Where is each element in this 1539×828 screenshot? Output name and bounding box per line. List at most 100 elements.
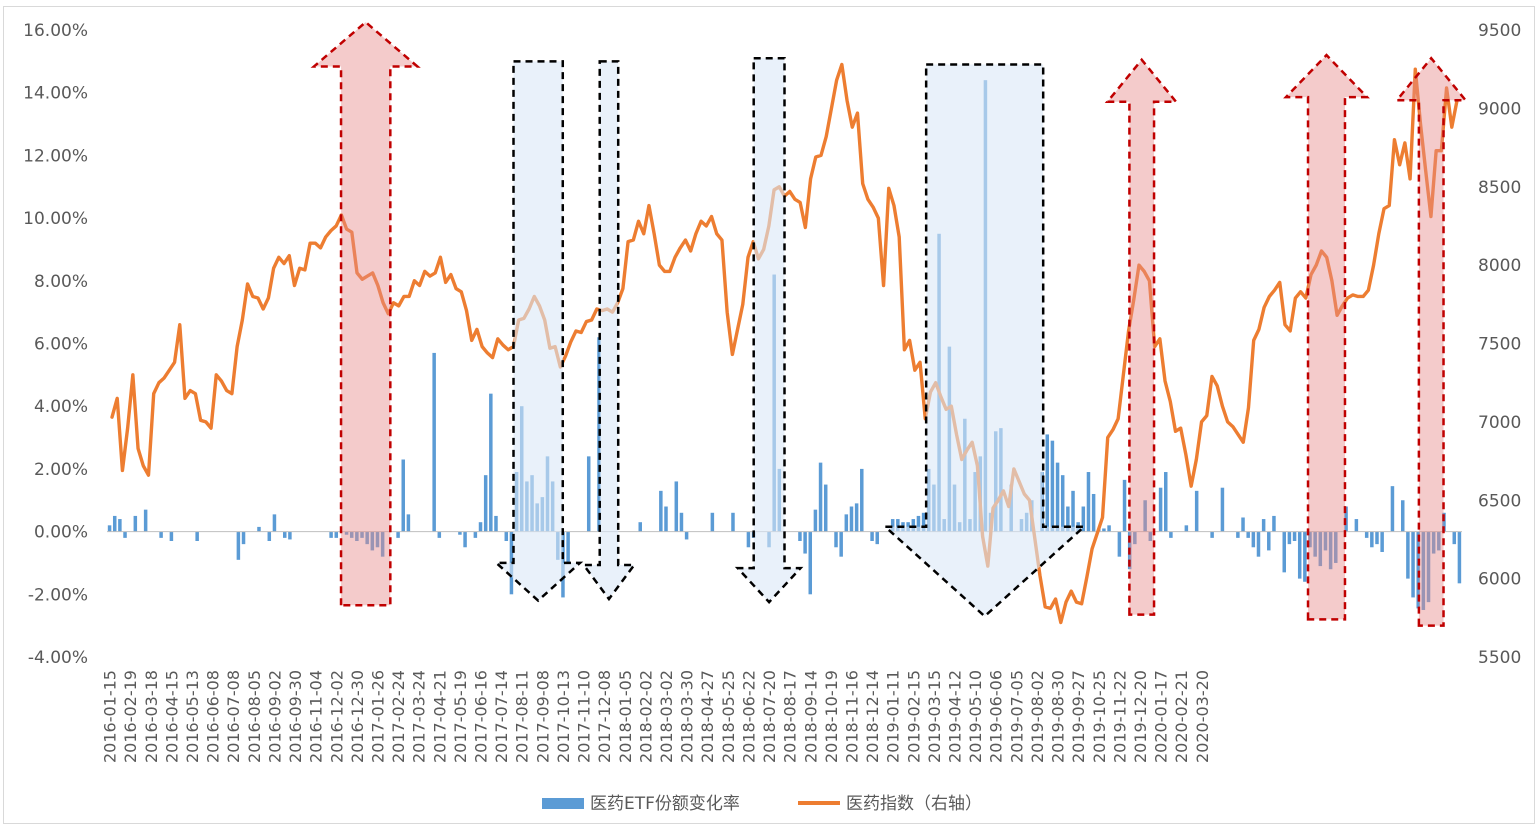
right-tick-label: 9500 (1478, 21, 1521, 41)
legend-bar-swatch (542, 798, 584, 809)
bar (849, 506, 854, 532)
x-tick-label: 2016-04-15 (162, 670, 181, 763)
bar (355, 531, 359, 541)
bar (1210, 531, 1214, 538)
x-tick-label: 2017-05-19 (451, 670, 470, 763)
bar (159, 531, 163, 538)
x-tick-label: 2016-05-13 (183, 670, 202, 763)
x-tick-label: 2018-01-05 (616, 670, 635, 763)
bar (365, 531, 369, 545)
bar (798, 531, 802, 541)
x-tick-label: 2019-06-06 (987, 670, 1006, 763)
left-tick-label: 6.00% (34, 335, 88, 355)
bar (1107, 525, 1111, 532)
bar (195, 531, 199, 541)
x-tick-label: 2019-03-15 (925, 670, 944, 763)
x-tick-label: 2019-02-15 (904, 670, 923, 763)
x-tick-label: 2018-11-16 (842, 670, 861, 763)
bar (1045, 434, 1049, 532)
bar (1328, 531, 1333, 570)
bar (1050, 440, 1055, 532)
bar (118, 519, 122, 532)
bar (437, 531, 442, 538)
bar (839, 531, 843, 557)
bar (283, 531, 287, 538)
bar (870, 531, 874, 541)
left-tick-label: 14.00% (23, 84, 88, 104)
bar (1261, 519, 1266, 532)
bar (1390, 486, 1395, 532)
bar (489, 393, 493, 532)
x-tick-label: 2018-12-14 (863, 670, 882, 763)
bar (1401, 500, 1405, 532)
x-tick-label: 2018-06-22 (739, 670, 758, 763)
bar (911, 519, 916, 532)
bar (808, 531, 813, 595)
bar (1184, 525, 1189, 532)
x-tick-label: 2016-02-19 (121, 670, 140, 763)
x-tick-label: 2017-07-14 (492, 670, 511, 763)
x-tick-label: 2018-08-17 (781, 670, 800, 763)
bar (406, 514, 411, 532)
bar (746, 531, 751, 548)
bar (133, 515, 138, 532)
left-tick-label: -2.00% (28, 585, 88, 605)
bar (1256, 531, 1261, 557)
bar (1169, 531, 1173, 538)
right-tick-label: 5500 (1478, 648, 1521, 668)
bar (1081, 506, 1086, 532)
right-tick-label: 9000 (1478, 99, 1521, 119)
x-tick-label: 2018-09-14 (801, 670, 820, 763)
bar (257, 526, 261, 532)
bar (1282, 531, 1286, 573)
x-tick-label: 2017-08-11 (513, 670, 532, 763)
left-tick-label: 12.00% (23, 146, 88, 166)
x-tick-label: 2016-12-30 (348, 670, 367, 763)
bar (1143, 500, 1147, 532)
bar (1411, 531, 1415, 598)
bar (1194, 490, 1199, 532)
left-tick-label: 10.00% (23, 209, 88, 229)
x-tick-label: 2018-05-25 (719, 670, 738, 763)
x-tick-label: 2019-07-05 (1007, 670, 1026, 763)
bar (375, 531, 380, 548)
right-tick-label: 6000 (1478, 570, 1521, 590)
bar (1287, 531, 1292, 545)
bar (823, 484, 828, 532)
x-tick-label: 2018-10-19 (822, 670, 841, 763)
bar (329, 531, 333, 538)
x-tick-label: 2018-07-20 (760, 670, 779, 763)
x-tick-label: 2017-06-16 (472, 670, 491, 763)
bar (834, 531, 838, 548)
bar (818, 462, 823, 532)
down-arrow (881, 63, 1088, 618)
left-tick-label: 2.00% (34, 460, 88, 480)
bar (1354, 519, 1359, 532)
bar (1133, 531, 1137, 545)
bar (854, 503, 859, 532)
bar (1122, 479, 1127, 532)
left-tick-label: -4.00% (28, 648, 88, 668)
bar (272, 514, 277, 532)
bar (684, 531, 689, 540)
left-axis: -4.00% -2.00% 0.00% 2.00% 4.00% 6.00% 8.00% 10.… (23, 21, 88, 668)
bar (896, 519, 900, 532)
down-arrow (581, 60, 637, 602)
bar (1334, 531, 1338, 563)
bar (396, 531, 400, 538)
bar (664, 506, 668, 532)
left-tick-label: 16.00% (23, 21, 88, 41)
bar (860, 468, 864, 532)
x-tick-label: 2019-08-02 (1028, 670, 1047, 763)
x-tick-label: 2018-04-27 (698, 670, 717, 763)
x-axis: 2016-01-15 2016-02-19 2016-03-18 2016-04-15… (101, 670, 1212, 763)
bar (370, 531, 375, 551)
bar (360, 531, 364, 538)
bar (334, 531, 339, 538)
bar (1313, 531, 1317, 557)
bar (1406, 531, 1410, 579)
left-tick-label: 0.00% (34, 523, 88, 543)
bar (1117, 531, 1122, 557)
right-tick-label: 6500 (1478, 491, 1521, 511)
bar (1272, 515, 1276, 532)
